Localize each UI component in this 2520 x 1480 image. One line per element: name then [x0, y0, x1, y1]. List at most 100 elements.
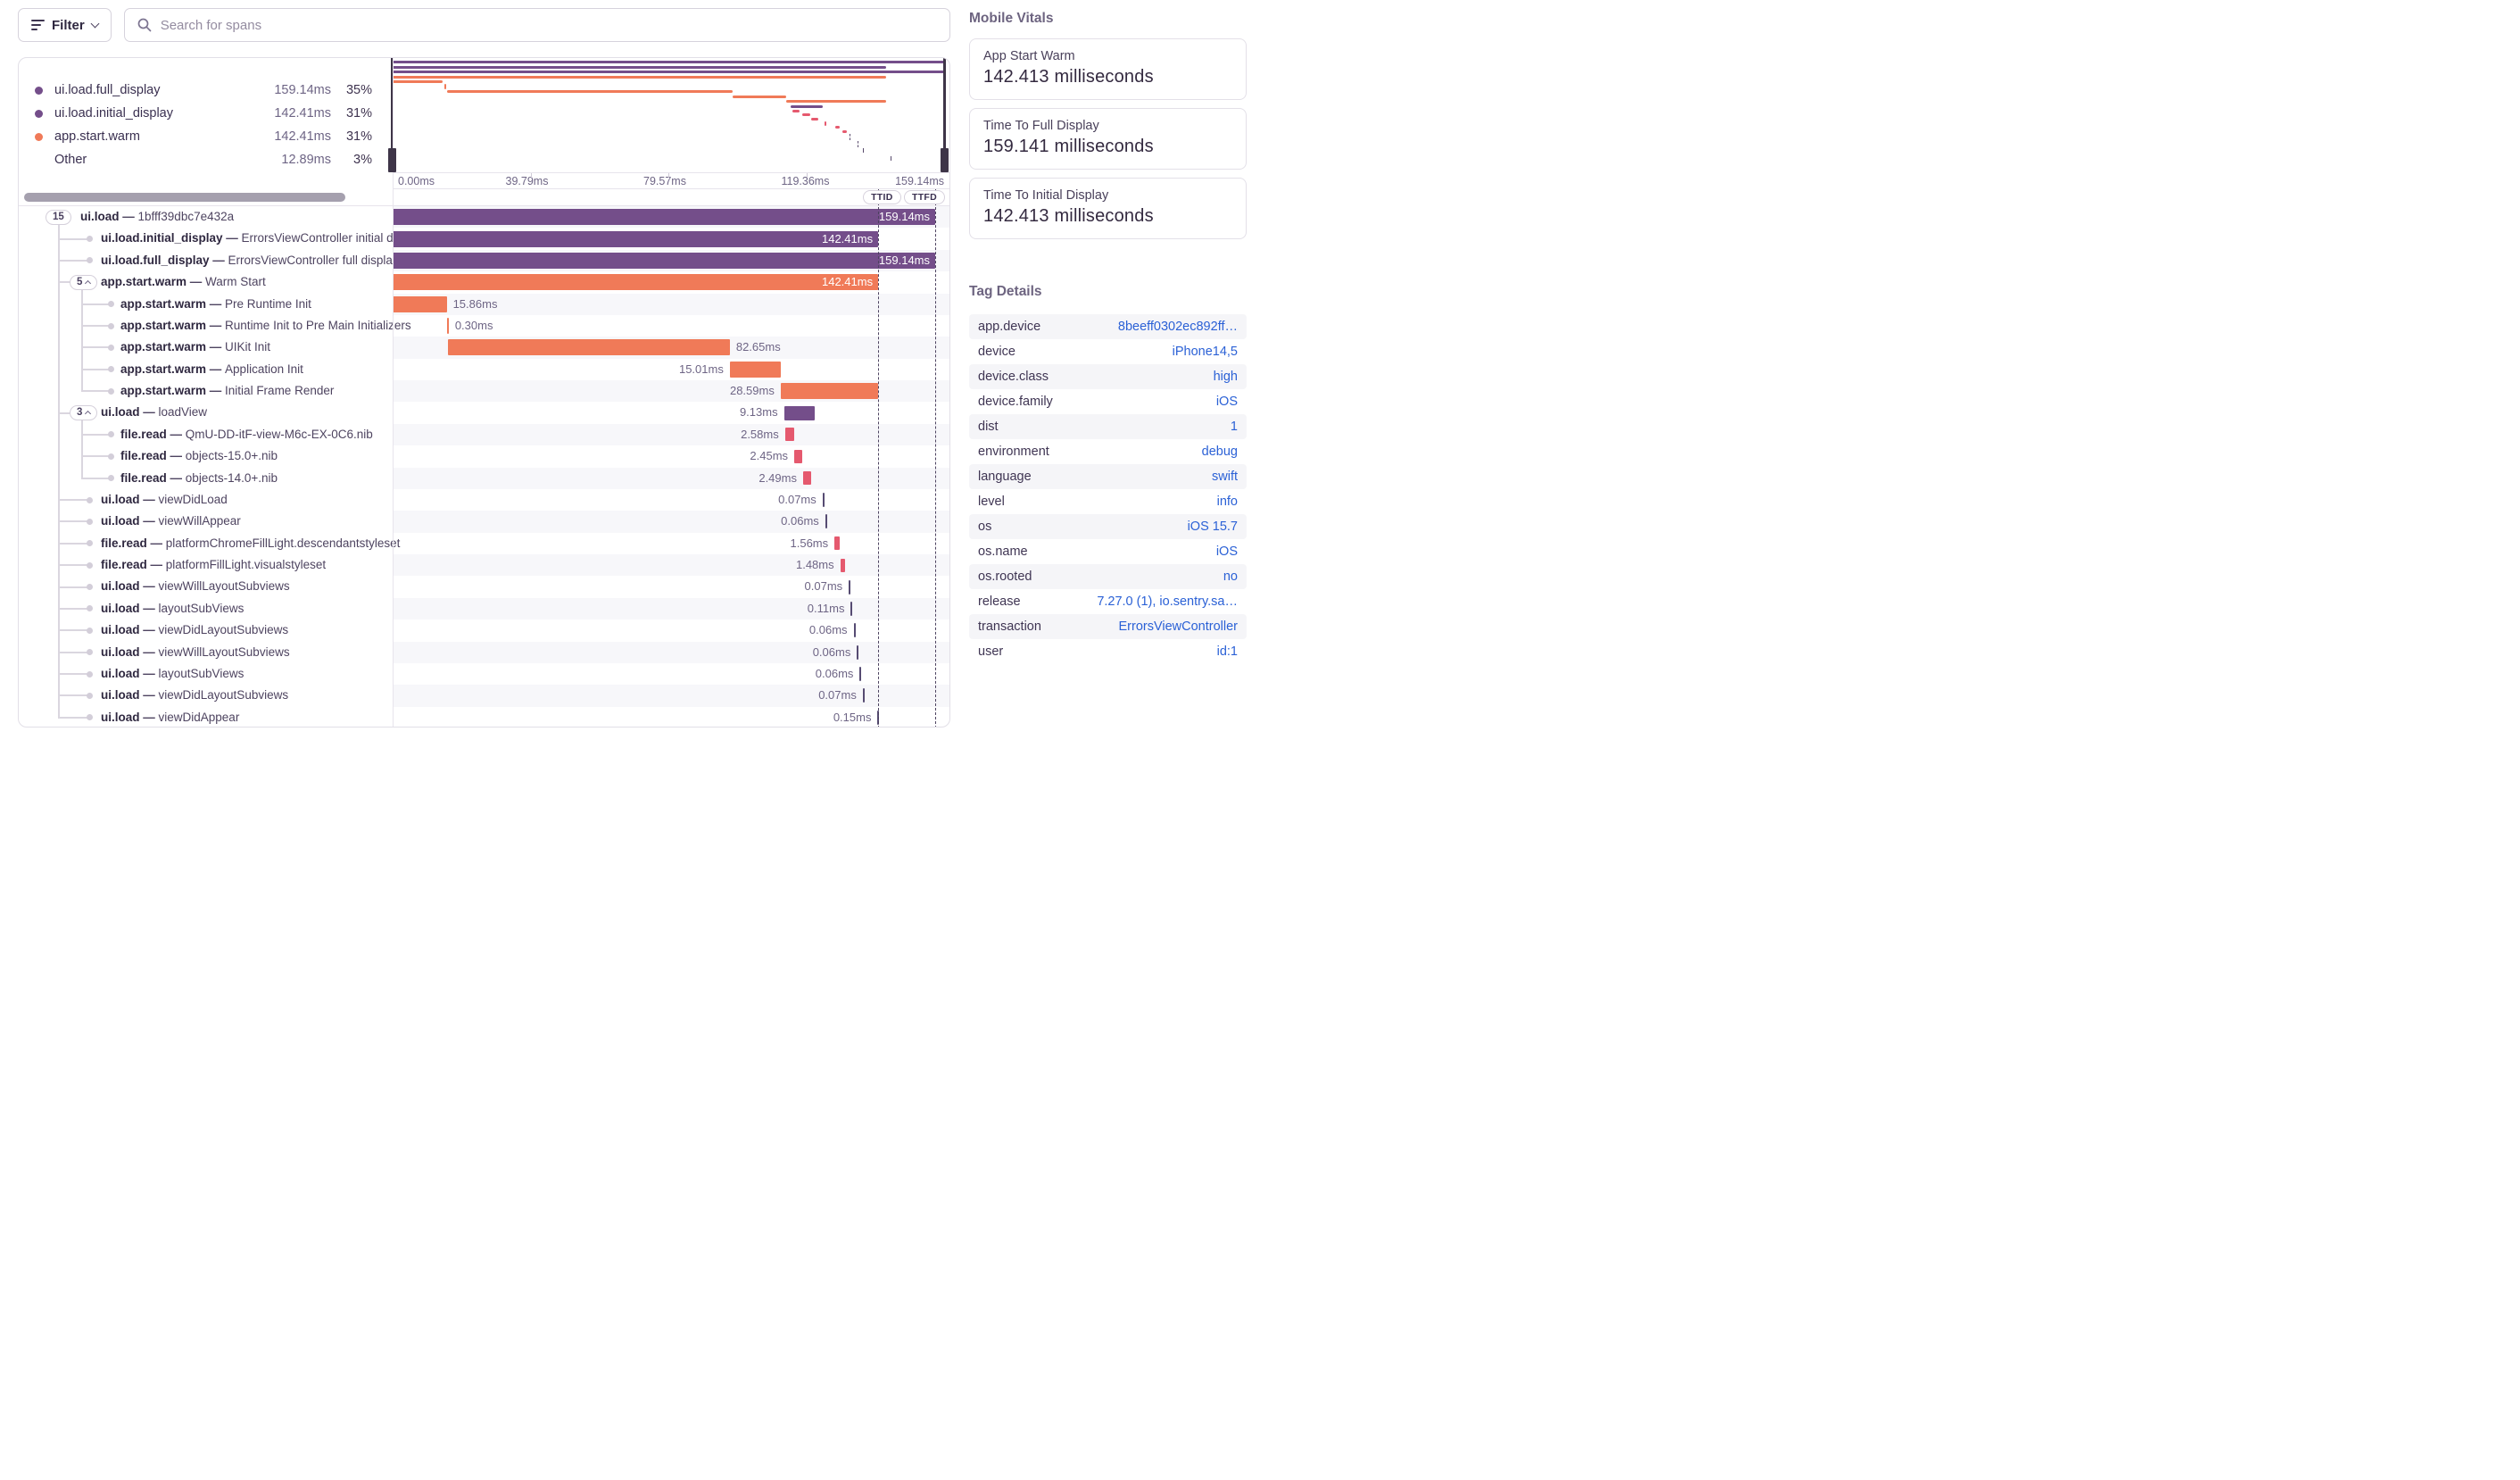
span-duration-label: 0.06ms [781, 514, 819, 528]
span-tree-row[interactable]: ui.load — layoutSubViews [101, 598, 244, 619]
tag-key: environment [978, 445, 1049, 459]
tag-value-link[interactable]: ErrorsViewController [1118, 619, 1239, 634]
minimap-left-handle[interactable] [391, 58, 394, 172]
span-tree-row[interactable]: file.read — QmU-DD-itF-view-M6c-EX-0C6.n… [120, 424, 373, 445]
ttfd-marker-pill[interactable]: TTFD [904, 190, 946, 204]
span-tree-row[interactable]: app.start.warm — Warm Start [101, 271, 266, 293]
minimap-span-bar [792, 109, 800, 112]
span-duration-bar[interactable] [780, 383, 879, 400]
span-tree-row[interactable]: ui.load — viewDidLoad [101, 489, 228, 511]
span-tree-row[interactable]: ui.load — 1bfff39dbc7e432a [80, 206, 234, 228]
tree-connector-dot [87, 714, 93, 721]
span-separator: — [139, 601, 159, 615]
span-tree-row[interactable]: file.read — platformFillLight.visualstyl… [101, 554, 326, 576]
span-tree-row[interactable]: ui.load — viewWillLayoutSubviews [101, 642, 290, 663]
span-duration-bar[interactable] [729, 361, 782, 378]
span-duration-bar[interactable] [784, 428, 794, 442]
span-duration-bar[interactable] [822, 493, 825, 508]
span-separator: — [139, 405, 159, 420]
tag-value-link[interactable]: info [1216, 495, 1238, 509]
tag-value-link[interactable]: iOS [1215, 545, 1238, 559]
legend-item[interactable]: app.start.warm 142.41ms 31% [19, 125, 393, 148]
span-duration-bar[interactable] [849, 579, 851, 594]
span-tree-row[interactable]: app.start.warm — Pre Runtime Init [120, 294, 311, 315]
horizontal-scrollbar[interactable] [24, 193, 345, 202]
legend-item[interactable]: Other 12.89ms 3% [19, 148, 393, 171]
span-tree-row[interactable]: app.start.warm — Application Init [120, 359, 303, 380]
tree-connector-line [58, 499, 89, 502]
span-duration-bar[interactable] [783, 405, 816, 420]
span-op: ui.load [101, 405, 140, 420]
span-duration-label: 142.41ms [821, 275, 874, 289]
vital-card: Time To Initial Display 142.413 milliseco… [969, 178, 1247, 239]
legend-item[interactable]: ui.load.initial_display 142.41ms 31% [19, 102, 393, 125]
tag-value-link[interactable]: debug [1201, 445, 1238, 459]
minimap-span-bar [391, 75, 886, 79]
span-separator: — [206, 318, 226, 332]
span-tree-row[interactable]: file.read — objects-14.0+.nib [120, 468, 278, 489]
minimap-left-grip[interactable] [388, 148, 396, 172]
rows-header: TTID TTFD [19, 189, 949, 206]
span-count-badge[interactable]: 5 [70, 274, 98, 290]
tag-value-link[interactable]: high [1213, 370, 1238, 384]
span-tree-row[interactable]: ui.load — layoutSubViews [101, 663, 244, 685]
span-duration-bar[interactable]: 142.41ms [393, 274, 879, 291]
tree-connector-dot [87, 670, 93, 678]
span-tree-row[interactable]: ui.load — viewDidLayoutSubviews [101, 685, 288, 706]
span-tree-row[interactable]: file.read — platformChromeFillLight.desc… [101, 533, 400, 554]
legend-item[interactable]: ui.load.full_display 159.14ms 35% [19, 79, 393, 102]
trace-minimap[interactable] [388, 58, 949, 172]
tag-value-link[interactable]: iOS 15.7 [1187, 520, 1238, 534]
span-duration-bar[interactable]: 159.14ms [393, 252, 935, 269]
tag-value-link[interactable]: id:1 [1216, 644, 1238, 659]
search-input[interactable] [160, 17, 937, 33]
span-count-badge[interactable]: 15 [46, 209, 71, 225]
span-duration-bar[interactable]: 159.14ms [393, 209, 935, 226]
tag-value-link[interactable]: iOS [1215, 395, 1238, 409]
span-duration-label: 0.30ms [454, 318, 493, 332]
span-duration-bar[interactable] [834, 536, 841, 551]
span-duration-bar[interactable] [802, 471, 812, 486]
tree-chart-divider[interactable] [393, 58, 394, 727]
span-tree-row[interactable]: ui.load — viewDidLayoutSubviews [101, 619, 288, 641]
span-tree-row[interactable]: app.start.warm — UIKit Init [120, 337, 270, 358]
span-tree-row[interactable]: app.start.warm — Runtime Init to Pre Mai… [120, 315, 411, 337]
span-duration-bar[interactable] [862, 688, 865, 703]
span-tree-row[interactable]: ui.load — viewWillAppear [101, 511, 241, 532]
span-duration-bar[interactable] [853, 623, 856, 638]
span-duration-bar[interactable] [840, 558, 846, 572]
tag-value-link[interactable]: iPhone14,5 [1172, 345, 1238, 359]
span-duration-bar[interactable] [850, 601, 853, 616]
ttid-marker-pill[interactable]: TTID [863, 190, 901, 204]
tag-value-link[interactable]: swift [1212, 470, 1238, 484]
span-count-badge[interactable]: 3 [70, 405, 98, 421]
span-tree-row[interactable]: ui.load — viewDidAppear [101, 707, 239, 727]
span-tree-row[interactable]: ui.load — loadView [101, 402, 207, 423]
span-tree-row[interactable]: app.start.warm — Initial Frame Render [120, 380, 334, 402]
minimap-right-handle[interactable] [943, 58, 946, 172]
mobile-vitals-title: Mobile Vitals [969, 11, 1054, 26]
span-tree-row[interactable]: ui.load — viewWillLayoutSubviews [101, 576, 290, 597]
tag-value-link[interactable]: 1 [1230, 420, 1238, 434]
span-op: app.start.warm [120, 384, 207, 397]
axis-tick-label: 79.57ms [643, 175, 686, 187]
span-duration-bar[interactable] [825, 514, 827, 529]
span-duration-bar[interactable] [857, 644, 859, 660]
tag-value-link[interactable]: 7.27.0 (1), io.sentry.sa… [1097, 594, 1238, 609]
minimap-right-grip[interactable] [941, 148, 949, 172]
span-duration-bar[interactable] [393, 295, 447, 312]
tag-value-link[interactable]: no [1223, 570, 1238, 584]
span-tree-row[interactable]: ui.load.full_display — ErrorsViewControl… [101, 250, 399, 271]
span-tree-row[interactable]: ui.load.initial_display — ErrorsViewCont… [101, 228, 424, 249]
tree-connector-line [58, 412, 70, 414]
span-description: 1bfff39dbc7e432a [137, 210, 235, 223]
filter-button[interactable]: Filter [18, 8, 112, 42]
span-duration-bar[interactable] [446, 318, 449, 335]
tag-value-link[interactable]: 8beeff0302ec892ff… [1117, 320, 1238, 334]
span-tree-row[interactable]: file.read — objects-15.0+.nib [120, 445, 278, 467]
span-duration-bar[interactable] [448, 339, 730, 356]
span-duration-bar[interactable] [794, 449, 803, 463]
span-duration-bar[interactable] [859, 667, 862, 682]
tree-connector-line [58, 716, 89, 719]
span-duration-bar[interactable]: 142.41ms [393, 230, 879, 247]
